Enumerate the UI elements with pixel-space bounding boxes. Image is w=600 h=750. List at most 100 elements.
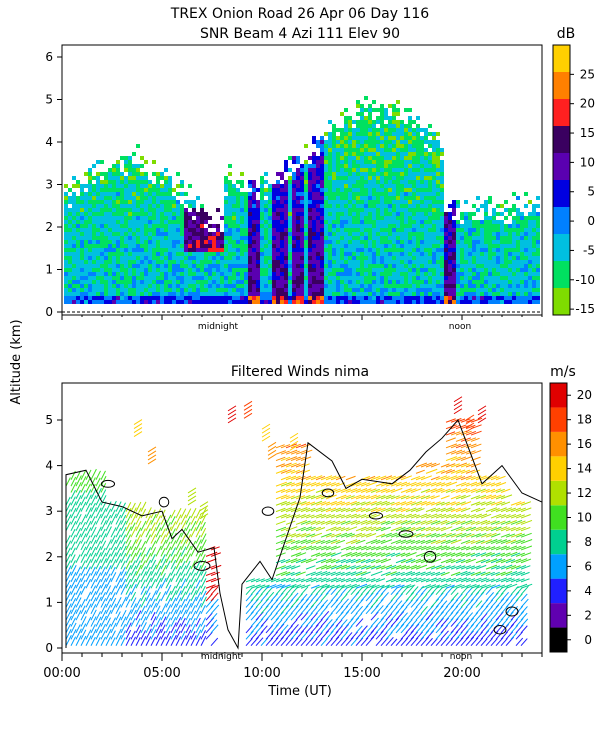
snr-cell — [460, 252, 464, 256]
wind-barb — [260, 625, 268, 634]
snr-cell — [452, 280, 456, 284]
snr-cell — [144, 192, 148, 196]
snr-cell — [336, 192, 340, 196]
snr-cell — [184, 264, 188, 268]
snr-cell — [452, 264, 456, 268]
snr-cell — [88, 288, 92, 292]
snr-cell — [132, 172, 136, 176]
snr-cell — [344, 228, 348, 232]
snr-cell — [200, 292, 204, 296]
snr-cell — [180, 212, 184, 216]
snr-cell — [460, 232, 464, 236]
snr-cell — [396, 280, 400, 284]
wind-barb — [315, 625, 323, 634]
snr-cell — [72, 292, 76, 296]
snr-cell — [124, 164, 128, 168]
snr-cell — [128, 192, 132, 196]
snr-cell — [228, 188, 232, 192]
snr-cell — [392, 192, 396, 196]
snr-cell — [360, 280, 364, 284]
wind-barb — [90, 546, 97, 557]
snr-cell — [160, 276, 164, 280]
snr-cell — [488, 220, 492, 224]
snr-cell — [212, 288, 216, 292]
snr-cell — [504, 260, 508, 264]
wind-barb — [185, 611, 191, 621]
wind-barb — [125, 572, 132, 583]
snr-cell — [292, 232, 296, 236]
snr-cell — [252, 264, 256, 268]
snr-cell — [76, 252, 80, 256]
snr-cell — [264, 264, 268, 268]
snr-cell — [428, 224, 432, 228]
snr-cell — [368, 148, 372, 152]
snr-cell — [200, 212, 204, 216]
snr-cell — [160, 236, 164, 240]
snr-cell — [100, 200, 104, 204]
snr-cell — [88, 296, 92, 300]
snr-cell — [416, 116, 420, 120]
snr-cell — [128, 156, 132, 160]
snr-cell — [436, 260, 440, 264]
snr-cell — [264, 296, 268, 300]
snr-cell — [324, 184, 328, 188]
snr-cell — [436, 232, 440, 236]
snr-cell — [404, 132, 408, 136]
wind-barb — [210, 546, 220, 551]
wind-barb — [185, 565, 192, 576]
snr-cell — [288, 212, 292, 216]
snr-cell — [96, 244, 100, 248]
snr-cell — [360, 104, 364, 108]
snr-cell — [468, 284, 472, 288]
snr-cell — [384, 272, 388, 276]
snr-cell — [380, 144, 384, 148]
snr-cell — [352, 196, 356, 200]
snr-colorbar-segment — [553, 72, 570, 99]
snr-cell — [236, 228, 240, 232]
snr-cell — [148, 208, 152, 212]
snr-cell — [412, 172, 416, 176]
snr-cell — [128, 168, 132, 172]
snr-cell — [304, 172, 308, 176]
snr-cell — [224, 276, 228, 280]
snr-cell — [340, 180, 344, 184]
snr-cell — [112, 280, 116, 284]
snr-cell — [296, 156, 300, 160]
snr-cell — [312, 164, 316, 168]
snr-cell — [412, 264, 416, 268]
snr-cell — [332, 200, 336, 204]
snr-cell — [240, 204, 244, 208]
snr-cell — [108, 172, 112, 176]
snr-cell — [160, 232, 164, 236]
snr-cell — [428, 280, 432, 284]
wind-barb — [180, 533, 187, 544]
snr-cell — [368, 280, 372, 284]
snr-cell — [304, 248, 308, 252]
snr-cell — [528, 248, 532, 252]
snr-cell — [388, 268, 392, 272]
snr-cell — [304, 164, 308, 168]
snr-cell — [504, 296, 508, 300]
snr-cell — [380, 252, 384, 256]
snr-cell — [400, 224, 404, 228]
snr-cell — [416, 244, 420, 248]
wind-barb — [280, 501, 291, 506]
snr-cell — [440, 204, 444, 208]
snr-cell — [144, 252, 148, 256]
snr-cell — [112, 192, 116, 196]
snr-cell — [496, 284, 500, 288]
snr-cell — [320, 292, 324, 296]
snr-cell — [96, 252, 100, 256]
snr-cell — [432, 200, 436, 204]
snr-cell — [524, 280, 528, 284]
wind-barb — [285, 571, 295, 576]
snr-cell — [316, 212, 320, 216]
snr-cell — [128, 212, 132, 216]
snr-cell — [432, 224, 436, 228]
wind-barb — [175, 507, 182, 519]
wind-barb — [175, 565, 182, 576]
snr-cell — [312, 260, 316, 264]
snr-cell — [348, 264, 352, 268]
wind-barb — [165, 541, 171, 551]
wind-barb — [90, 566, 96, 576]
